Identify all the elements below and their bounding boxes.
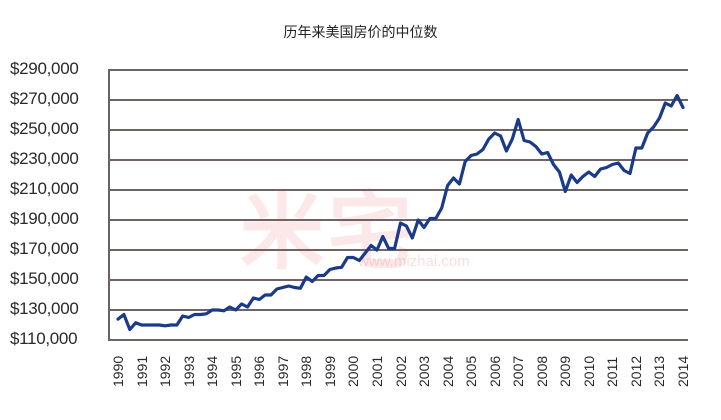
y-tick-label: $230,000	[10, 149, 79, 168]
y-tick-label: $210,000	[10, 179, 79, 198]
y-tick-label: $170,000	[10, 239, 79, 258]
y-tick-label: $190,000	[10, 209, 79, 228]
y-tick-label: $270,000	[10, 89, 79, 108]
y-tick-label: $130,000	[10, 299, 79, 318]
y-tick-label: $250,000	[10, 119, 79, 138]
chart-title: 历年来美国房价的中位数	[283, 25, 438, 41]
y-tick-label: $110,000	[10, 329, 78, 348]
y-tick-label: $290,000	[10, 59, 79, 78]
price-line	[116, 93, 685, 332]
y-tick-label: $150,000	[10, 269, 79, 288]
gridlines	[109, 69, 688, 341]
